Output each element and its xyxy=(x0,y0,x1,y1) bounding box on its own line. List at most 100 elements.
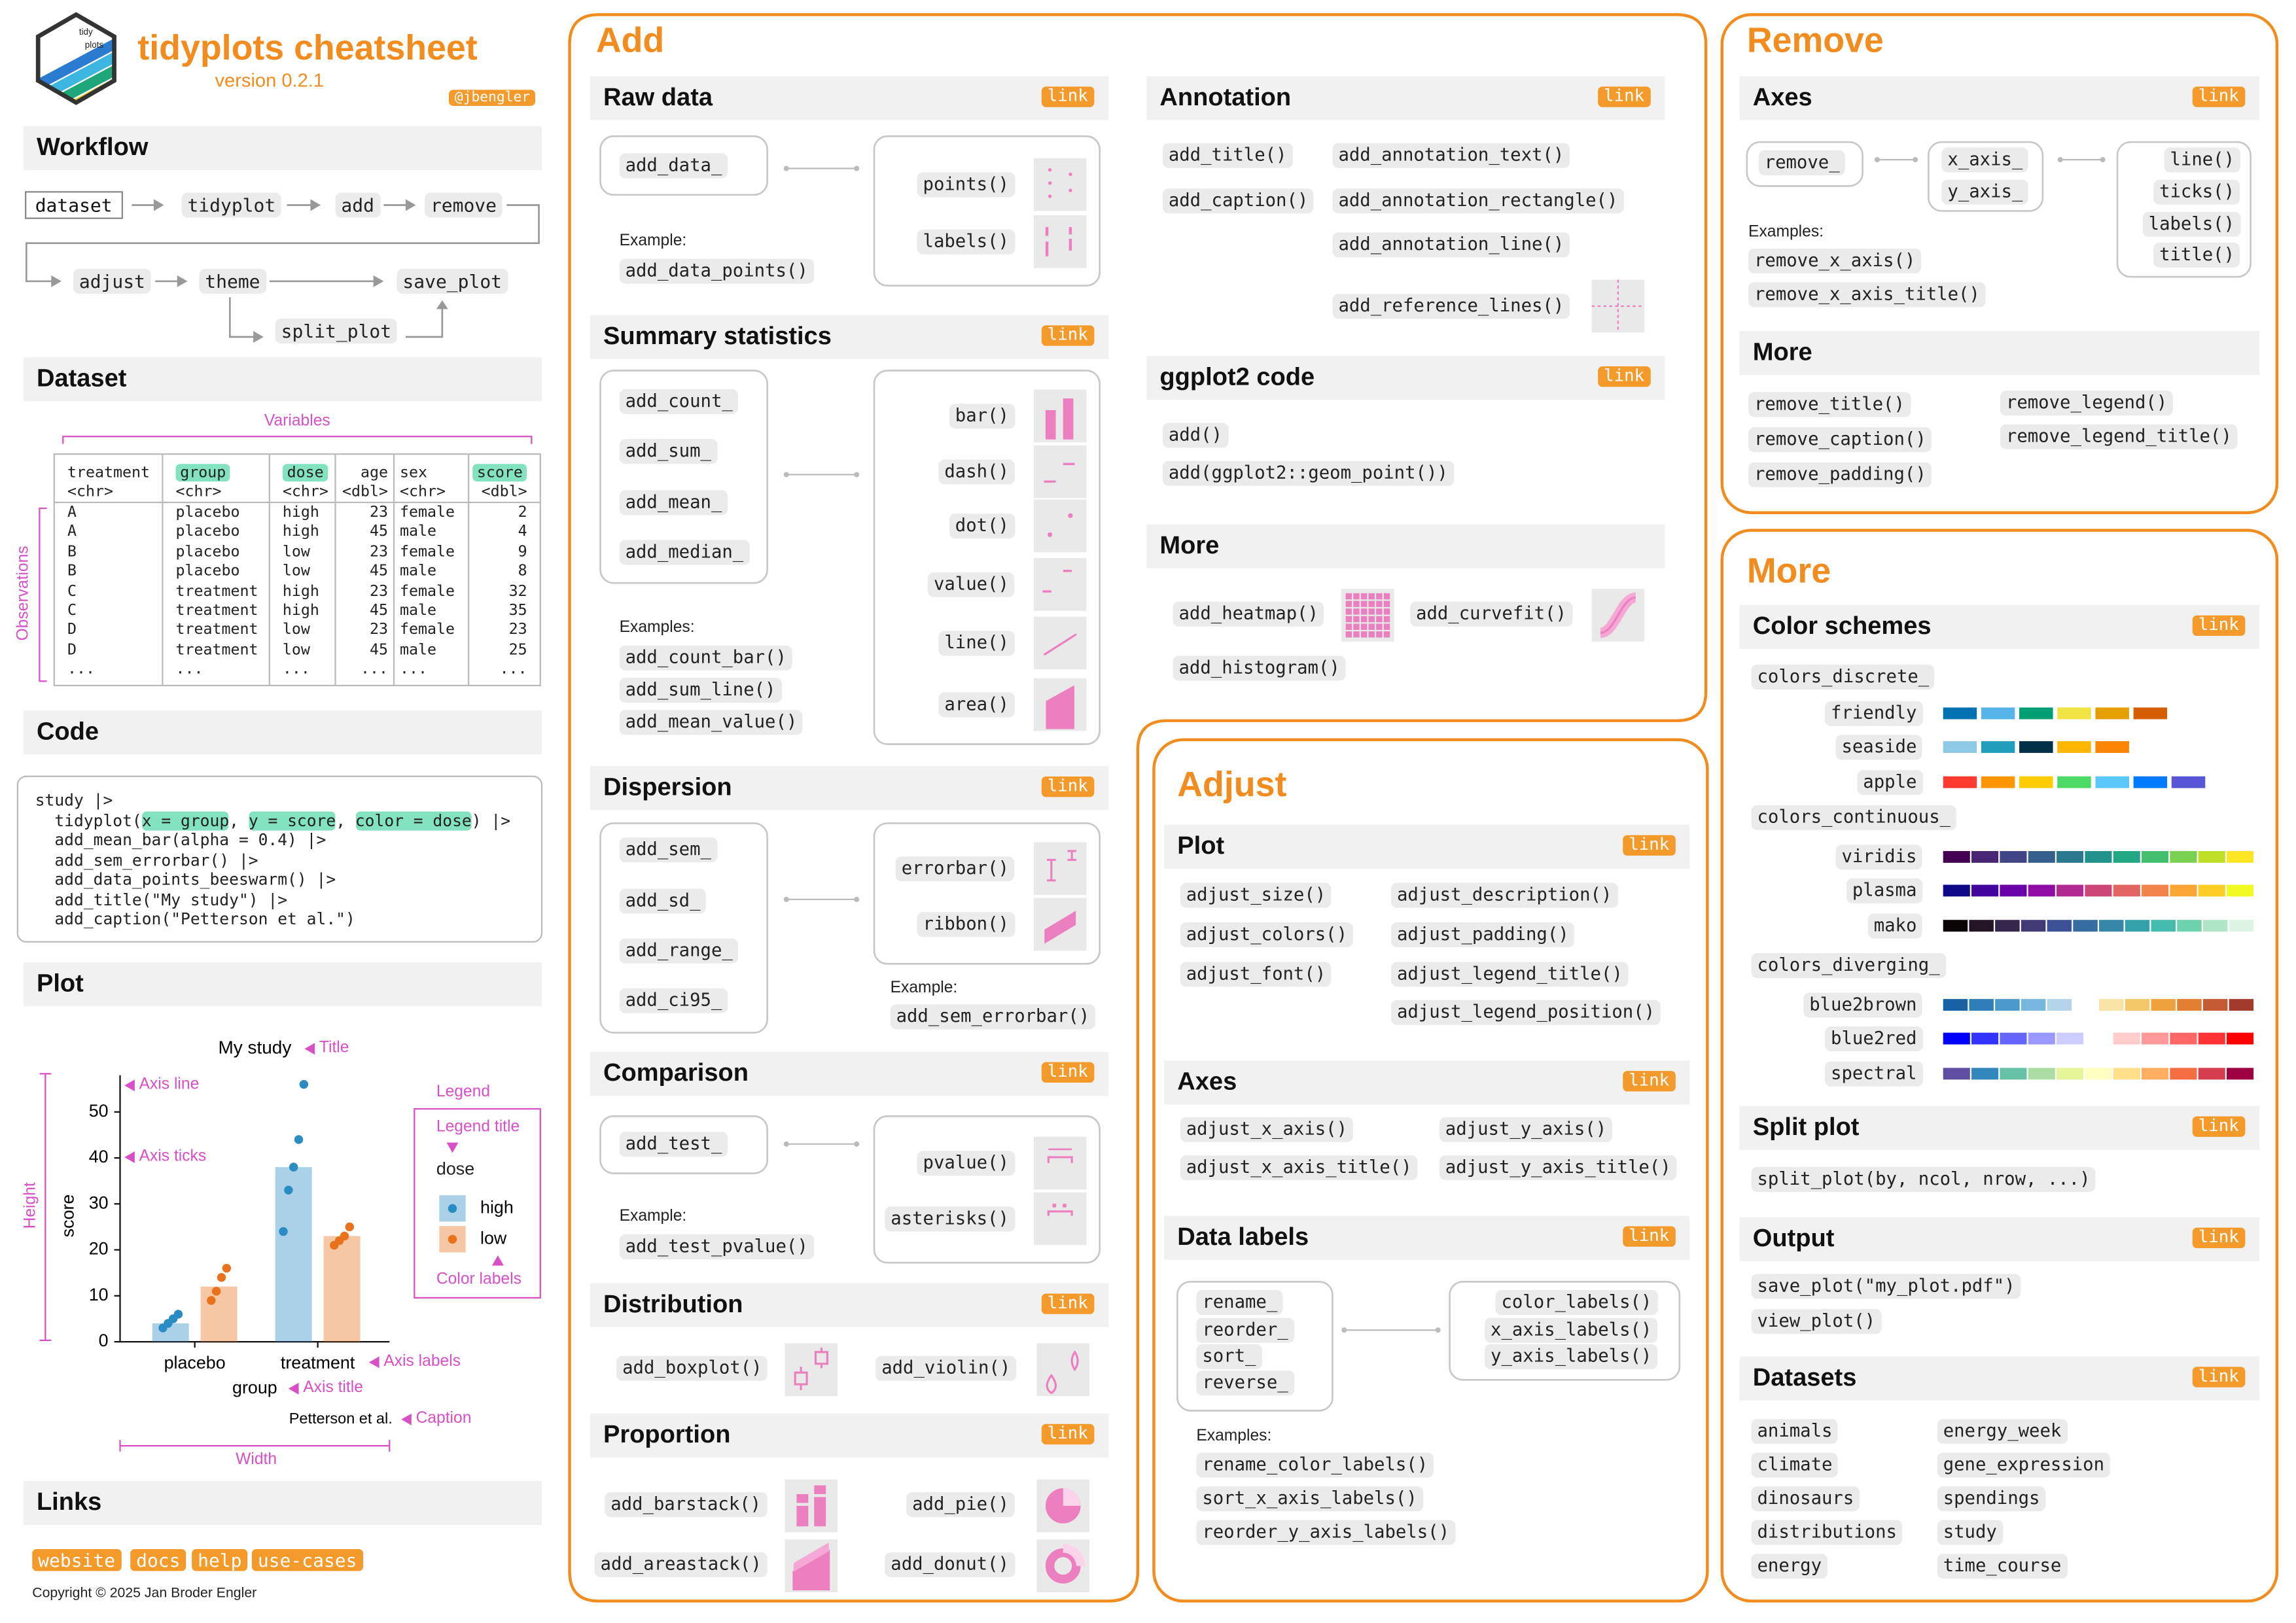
link-button[interactable]: help xyxy=(192,1548,248,1571)
color-swatch xyxy=(2028,1032,2055,1045)
icon-bg xyxy=(1033,616,1087,670)
link-badge[interactable]: link xyxy=(1041,1423,1094,1444)
link-button[interactable]: website xyxy=(32,1548,122,1571)
link-badge[interactable]: link xyxy=(1041,324,1094,346)
y-tick-label: 20 xyxy=(89,1239,109,1259)
icon-bg xyxy=(1033,499,1087,553)
section-header xyxy=(1146,76,1665,120)
icon-shape xyxy=(1044,911,1076,944)
link-badge[interactable]: link xyxy=(1041,1293,1094,1314)
icon-shape xyxy=(1360,593,1368,600)
icon xyxy=(1591,589,1645,642)
color-swatch xyxy=(2019,707,2053,720)
adjust-panel xyxy=(1152,738,1709,1603)
color-swatch xyxy=(2085,850,2112,863)
color-swatch xyxy=(2170,1032,2197,1045)
function-name: study xyxy=(1937,1520,2003,1544)
table-cell: female xyxy=(399,542,455,561)
function-name: add_sum_line() xyxy=(619,678,782,703)
function-name: add_range_ xyxy=(619,938,739,963)
bar xyxy=(200,1286,238,1342)
link-button[interactable]: docs xyxy=(130,1548,186,1571)
section-header xyxy=(1164,1060,1690,1105)
link-badge[interactable]: link xyxy=(2192,1227,2245,1248)
color-swatch xyxy=(1971,884,1999,897)
function-name: add_histogram() xyxy=(1173,655,1346,680)
link-badge[interactable]: link xyxy=(2192,86,2245,107)
connector-dot xyxy=(1435,1327,1441,1333)
x-tick-label: treatment xyxy=(281,1353,355,1372)
icon-bg xyxy=(1033,215,1087,268)
link-badge[interactable]: link xyxy=(1623,834,1676,856)
code-text: add_sem_errorbar() |> xyxy=(35,850,258,869)
link-badge[interactable]: link xyxy=(1598,86,1651,107)
table-cell: B xyxy=(67,542,77,561)
icon-shape xyxy=(1048,168,1052,172)
link-badge[interactable]: link xyxy=(2192,614,2245,636)
function-name: remove_ xyxy=(1758,150,1846,175)
color-swatch xyxy=(1969,920,1994,932)
legend-label: low xyxy=(480,1228,507,1248)
color-swatch xyxy=(2057,1068,2084,1080)
table-cell: 4 xyxy=(518,523,527,541)
function-name: remove_padding() xyxy=(1748,462,1932,487)
function-name: add_title() xyxy=(1162,143,1293,167)
function-name: add_sum_ xyxy=(619,439,717,464)
link-badge[interactable]: link xyxy=(1041,775,1094,797)
connector-dot xyxy=(854,166,860,171)
link-badge[interactable]: link xyxy=(1041,1061,1094,1083)
function-name: viridis xyxy=(1835,845,1923,869)
section-header xyxy=(1739,604,2260,649)
link-badge[interactable]: link xyxy=(2192,1115,2245,1137)
function-name: value() xyxy=(927,572,1015,597)
function-name: add_ci95_ xyxy=(619,988,728,1013)
color-swatch xyxy=(1943,999,1968,1011)
section-header xyxy=(590,766,1109,811)
color-swatch xyxy=(2085,1032,2112,1045)
code-line: study |> xyxy=(35,791,113,811)
connector-dot xyxy=(854,472,860,478)
link-badge[interactable]: link xyxy=(1598,365,1651,387)
function-name: color_labels() xyxy=(1495,1290,1658,1315)
arrow-head xyxy=(373,275,384,287)
author-badge[interactable]: @jbengler xyxy=(448,90,537,107)
section-title: Split plot xyxy=(1752,1113,1860,1141)
link-button[interactable]: use-cases xyxy=(251,1548,363,1571)
table-cell: placebo xyxy=(175,562,240,580)
color-swatch xyxy=(2000,850,2027,863)
function-name: energy_week xyxy=(1937,1419,2068,1444)
annotation-arrow xyxy=(491,1255,504,1266)
color-swatch xyxy=(1971,1068,1999,1080)
function-name: distributions xyxy=(1751,1520,1903,1544)
workflow-step: dataset xyxy=(25,191,123,219)
function-name: add_reference_lines() xyxy=(1332,294,1570,319)
color-swatch xyxy=(1943,850,1970,863)
icon-shape xyxy=(1069,227,1072,235)
link-badge[interactable]: link xyxy=(1041,86,1094,107)
function-name: remove_title() xyxy=(1748,392,1911,417)
icon-shape xyxy=(1360,623,1368,630)
icon-shape xyxy=(1345,608,1352,615)
color-swatch xyxy=(1943,920,1968,932)
icon-shape xyxy=(814,1497,826,1527)
section-title: More xyxy=(1752,338,1812,366)
code-text: study |> xyxy=(35,791,113,811)
icon-shape xyxy=(1044,480,1056,483)
color-swatch xyxy=(1969,999,1994,1011)
function-name: spectral xyxy=(1825,1061,1923,1086)
connector-dot xyxy=(783,1141,789,1147)
link-badge[interactable]: link xyxy=(1623,1225,1676,1247)
link-badge[interactable]: link xyxy=(2192,1366,2245,1387)
function-name: view_plot() xyxy=(1751,1309,1882,1334)
table-cell: placebo xyxy=(175,503,240,521)
group-box xyxy=(599,135,769,196)
icon-shape xyxy=(1047,850,1076,882)
icon-shape xyxy=(1353,631,1360,638)
icon-bg xyxy=(785,1479,838,1533)
icon-shape xyxy=(1383,616,1390,623)
link-badge[interactable]: link xyxy=(1623,1070,1676,1091)
section-title: Dataset xyxy=(36,364,127,393)
height-bracket xyxy=(39,1073,52,1341)
function-name: add_areastack() xyxy=(594,1552,768,1577)
